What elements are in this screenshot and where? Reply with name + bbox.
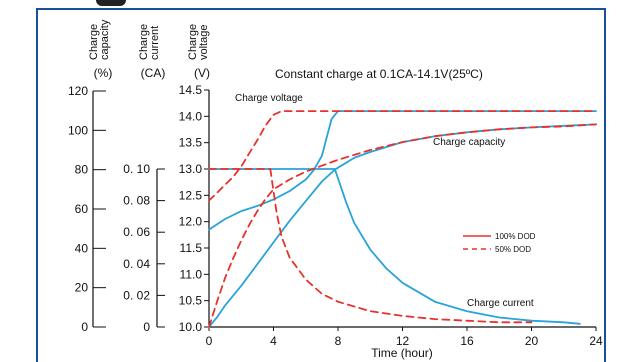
x-tick-label: 20	[525, 334, 539, 348]
current-tick-label: 0. 08	[123, 194, 150, 208]
legend-label: 100% DOD	[495, 232, 536, 241]
voltage-tick-label: 13.5	[179, 136, 203, 150]
x-tick-label: 24	[589, 334, 603, 348]
voltage-tick-label: 10.5	[179, 294, 203, 308]
capacity-tick-label: 120	[68, 84, 88, 98]
capacity-tick-label: 20	[75, 281, 89, 295]
current-axis-header: Chargecurrent	[138, 24, 161, 60]
current-axis-header-unit: (CA)	[141, 66, 166, 80]
top-strip	[0, 0, 642, 8]
current-axis-header-line: current	[149, 26, 161, 60]
x-tick-label: 12	[396, 334, 410, 348]
current-tick-label: 0	[143, 320, 150, 334]
series-50-dod-current-line	[269, 168, 533, 324]
voltage-tick-label: 12.0	[179, 215, 203, 229]
top-strip-cap	[96, 0, 126, 6]
voltage-axis-header-unit: (V)	[194, 66, 210, 80]
voltage-tick-label: 12.5	[179, 188, 203, 202]
capacity-axis-header-line: Charge	[88, 24, 100, 60]
chart-title: Constant charge at 0.1CA-14.1V(25ºC)	[275, 67, 483, 81]
capacity-axis-header: Chargecapacity	[88, 19, 111, 60]
current-tick-label: 0. 04	[123, 257, 150, 271]
voltage-axis-header: Chargevoltage	[187, 24, 210, 60]
series-100-dod-voltage-line	[208, 110, 597, 231]
capacity-tick-label: 60	[75, 202, 89, 216]
series-50-dod-voltage-line	[208, 110, 597, 202]
capacity-axis-header-line: capacity	[99, 19, 111, 60]
voltage-tick-label: 14.5	[179, 83, 203, 97]
current-tick-label: 0. 06	[123, 225, 150, 239]
voltage-tick-label: 10.0	[179, 320, 203, 334]
curves	[208, 110, 597, 328]
voltage-tick-label: 14.0	[179, 109, 203, 123]
annotation-charge-current: Charge current	[467, 298, 534, 309]
legend-label: 50% DOD	[495, 245, 531, 254]
x-axis-label: Time (hour)	[371, 346, 433, 360]
x-tick-label: 16	[460, 334, 474, 348]
annotation-charge-capacity: Charge capacity	[433, 137, 505, 148]
current-tick-label: 0. 10	[123, 162, 150, 176]
axes: 0 4 8 12 16 20 24 10.0 10.5 11.0 11.5 12.0 12.5 13.0 1…	[68, 83, 603, 348]
capacity-tick-label: 0	[81, 320, 88, 334]
panel-border	[36, 8, 606, 362]
annotations: Constant charge at 0.1CA-14.1V(25ºC) Tim…	[235, 67, 534, 360]
capacity-tick-label: 80	[75, 163, 89, 177]
x-tick-label: 8	[335, 334, 342, 348]
axis-headers: Chargecapacity(%)Chargecurrent(CA)Charge…	[88, 19, 210, 80]
voltage-axis-header-line: voltage	[198, 25, 210, 60]
series-100-dod-current-line	[333, 168, 581, 325]
voltage-tick-label: 11.5	[180, 241, 203, 255]
annotation-charge-voltage: Charge voltage	[235, 93, 303, 104]
x-tick-label: 0	[206, 334, 213, 348]
voltage-tick-label: 11.0	[180, 267, 203, 281]
voltage-tick-label: 13.0	[179, 162, 203, 176]
legend: 100% DOD 50% DOD	[463, 232, 536, 254]
capacity-axis-header-unit: (%)	[94, 66, 113, 80]
series-50-dod-capacity-line	[208, 123, 597, 328]
capacity-tick-label: 40	[75, 241, 89, 255]
current-tick-label: 0. 02	[123, 288, 150, 302]
voltage-axis-header-line: Charge	[187, 24, 199, 60]
x-tick-label: 4	[270, 334, 277, 348]
series-100-dod-capacity-line	[208, 123, 597, 328]
current-axis-header-line: Charge	[138, 24, 150, 60]
capacity-tick-label: 100	[68, 123, 88, 137]
